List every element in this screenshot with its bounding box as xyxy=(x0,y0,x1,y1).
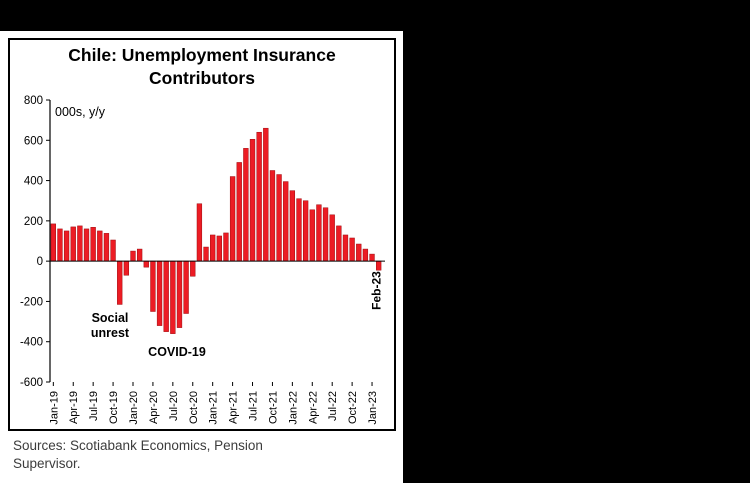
y-tick-label: -400 xyxy=(20,336,43,348)
bar-Feb-22 xyxy=(296,197,302,261)
x-tick-label: Apr-20 xyxy=(148,391,160,424)
bar-Apr-20 xyxy=(150,260,156,312)
bar-Feb-20 xyxy=(136,248,143,261)
chart-frame: Chile: Unemployment Insurance Contributo… xyxy=(8,38,396,431)
bar-Dec-19 xyxy=(123,260,130,275)
bar-Jun-19 xyxy=(83,228,90,261)
bar-Dec-22 xyxy=(362,248,369,261)
x-tick-label: Jan-19 xyxy=(48,391,60,425)
bar-May-20 xyxy=(156,260,163,326)
bar-May-19 xyxy=(77,225,83,261)
bar-Nov-22 xyxy=(356,243,362,261)
x-tick-label: Jan-20 xyxy=(128,391,140,425)
chart-title: Chile: Unemployment Insurance Contributo… xyxy=(10,44,394,90)
bar-Mar-20 xyxy=(143,260,149,267)
annotation-covid: COVID-19 xyxy=(148,345,206,359)
x-tick-label: Oct-21 xyxy=(267,391,279,424)
source-note-line2: Supervisor. xyxy=(13,455,81,471)
bar-Jun-20 xyxy=(163,260,169,332)
bar-Jan-22 xyxy=(289,189,296,261)
x-tick-label: Oct-19 xyxy=(108,391,120,424)
x-tick-label: Jul-19 xyxy=(88,391,100,421)
bar-Nov-19 xyxy=(117,260,123,305)
y-tick-label: 0 xyxy=(37,256,43,268)
y-tick-label: 200 xyxy=(24,215,43,227)
bar-Jul-22 xyxy=(329,214,335,261)
x-tick-label: Jul-21 xyxy=(248,391,260,421)
bar-Jul-19 xyxy=(90,226,96,261)
bar-Oct-19 xyxy=(110,239,116,261)
units-label: 000s, y/y xyxy=(55,105,106,119)
annotation-last-bar: Feb-23 xyxy=(370,270,384,309)
bar-Sep-21 xyxy=(263,127,269,261)
bar-Jun-21 xyxy=(243,147,249,261)
bar-Feb-19 xyxy=(57,228,63,261)
source-note-line1: Sources: Scotiabank Economics, Pension xyxy=(13,438,263,453)
bar-Jul-21 xyxy=(249,138,256,261)
bar-Jan-20 xyxy=(130,250,136,261)
bar-Sep-19 xyxy=(103,232,110,261)
bar-Oct-21 xyxy=(269,169,276,261)
bar-Dec-20 xyxy=(203,246,209,261)
bar-Aug-22 xyxy=(336,225,342,261)
bar-Jul-20 xyxy=(170,260,176,334)
bar-Jun-22 xyxy=(322,207,329,261)
x-tick-label: Jul-22 xyxy=(327,391,339,421)
bar-Mar-22 xyxy=(302,199,309,261)
bar-Aug-20 xyxy=(176,260,183,328)
source-note: Sources: Scotiabank Economics, Pension S… xyxy=(13,437,263,472)
bar-Apr-21 xyxy=(229,175,236,261)
bar-Aug-19 xyxy=(97,230,103,261)
bar-Apr-22 xyxy=(309,209,315,261)
bar-Aug-21 xyxy=(256,131,262,261)
y-tick-label: 800 xyxy=(24,95,43,107)
bar-Nov-20 xyxy=(196,202,203,261)
bar-Apr-19 xyxy=(70,226,76,261)
x-tick-label: Jul-20 xyxy=(168,391,180,421)
y-tick-label: 600 xyxy=(24,135,43,147)
x-tick-label: Oct-22 xyxy=(347,391,359,424)
y-tick-label: -600 xyxy=(20,377,43,389)
bar-Feb-23 xyxy=(376,260,382,270)
chart-title-line1: Chile: Unemployment Insurance xyxy=(68,45,336,65)
y-tick-label: 400 xyxy=(24,175,43,187)
chart-title-line2: Contributors xyxy=(149,67,255,88)
annotation-social-unrest-line2: unrest xyxy=(91,326,130,340)
bar-Nov-21 xyxy=(276,173,282,261)
bar-chart: 800 600 400 200 0 -200 -400 -600 Jan-19 Apr-19 Jul… xyxy=(20,95,385,425)
y-tick-label: -200 xyxy=(20,296,43,308)
bar-Jan-21 xyxy=(210,234,216,261)
bar-Mar-21 xyxy=(223,232,229,261)
bar-Sep-22 xyxy=(342,234,349,261)
bar-May-22 xyxy=(316,203,322,261)
bar-Jan-19 xyxy=(50,223,56,261)
x-tick-label: Apr-22 xyxy=(307,391,319,424)
x-tick-label: Jan-22 xyxy=(287,391,299,425)
bar-Oct-22 xyxy=(349,237,355,261)
bar-Jan-23 xyxy=(369,253,375,261)
bar-Feb-21 xyxy=(216,235,222,261)
x-tick-label: Jan-21 xyxy=(208,391,220,425)
bar-Oct-20 xyxy=(190,260,196,276)
annotation-social-unrest-line1: Social xyxy=(92,311,129,325)
x-tick-label: Jan-23 xyxy=(367,391,379,425)
bar-Mar-19 xyxy=(63,230,70,261)
chart-panel: Chile: Unemployment Insurance Contributo… xyxy=(0,31,403,483)
bar-Dec-21 xyxy=(283,180,289,261)
bar-May-21 xyxy=(236,161,242,261)
x-tick-label: Oct-20 xyxy=(188,391,200,424)
x-tick-label: Apr-19 xyxy=(68,391,80,424)
x-tick-label: Apr-21 xyxy=(228,391,240,424)
bar-Sep-20 xyxy=(183,260,189,314)
